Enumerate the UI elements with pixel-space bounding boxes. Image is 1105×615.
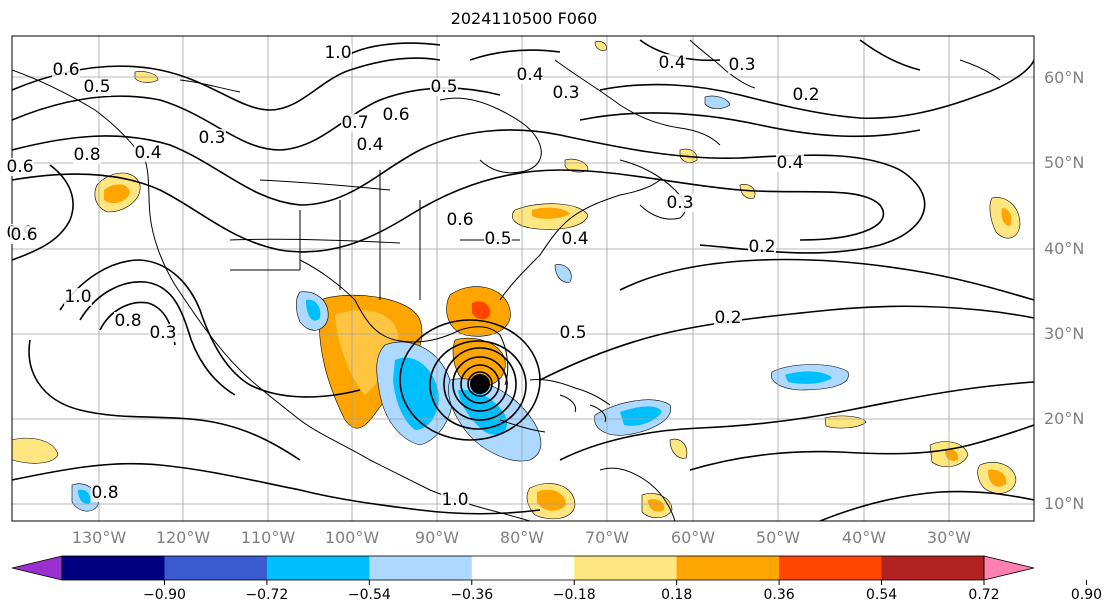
contour-label: 0.8 bbox=[114, 311, 141, 331]
contours bbox=[12, 39, 1034, 521]
lon-label-110w: 110°W bbox=[240, 528, 296, 547]
lon-label-50w: 50°W bbox=[755, 528, 801, 547]
contour-label: 0.3 bbox=[552, 83, 579, 103]
lon-label-60w: 60°W bbox=[670, 528, 716, 547]
contour-label: 0.5 bbox=[559, 323, 586, 343]
contour-label: 0.8 bbox=[91, 483, 118, 503]
contour-label: 0.4 bbox=[516, 65, 543, 85]
contour-label: 0.4 bbox=[134, 143, 161, 163]
contour-label: 0.6 bbox=[382, 105, 409, 125]
colorbar-segment bbox=[676, 556, 780, 580]
contour-label: 0.3 bbox=[728, 55, 755, 75]
colorbar-segment bbox=[164, 556, 268, 580]
colorbar-segment bbox=[62, 556, 165, 580]
lat-label-20n: 20°N bbox=[1044, 409, 1085, 428]
lon-label-90w: 90°W bbox=[414, 528, 460, 547]
map-frame bbox=[11, 35, 1035, 522]
coastlines bbox=[12, 39, 1001, 521]
lon-label-130w: 130°W bbox=[71, 528, 127, 547]
lon-label-120w: 120°W bbox=[155, 528, 211, 547]
colorbar-extend-high bbox=[983, 555, 1035, 581]
figure-title: 2024110500 F060 bbox=[450, 9, 598, 28]
contour-label: 0.3 bbox=[198, 128, 225, 148]
contour-label: 1.0 bbox=[441, 490, 468, 510]
lon-label-40w: 40°W bbox=[841, 528, 887, 547]
colorbar bbox=[11, 555, 1087, 585]
contour-label: 0.5 bbox=[484, 229, 511, 249]
colorbar-tick-label: 0.36 bbox=[763, 587, 795, 603]
colorbar-segment bbox=[881, 556, 985, 580]
contour-label: 0.6 bbox=[10, 225, 37, 245]
contour-label: 0.2 bbox=[748, 237, 775, 257]
contour-label: 0.4 bbox=[356, 135, 383, 155]
lat-label-30n: 30°N bbox=[1044, 324, 1085, 343]
colorbar-tick-label: −0.90 bbox=[142, 587, 186, 603]
contour-label: 1.0 bbox=[324, 43, 351, 63]
lat-label-10n: 10°N bbox=[1044, 494, 1085, 513]
contour-label: 0.2 bbox=[792, 85, 819, 105]
storm-contours bbox=[399, 319, 541, 441]
contour-label: 0.4 bbox=[561, 229, 588, 249]
colorbar-segment bbox=[266, 556, 370, 580]
contour-label: 0.5 bbox=[83, 77, 110, 97]
contour-label: 0.5 bbox=[430, 77, 457, 97]
colorbar-segment bbox=[369, 556, 473, 580]
colorbar-extend-low bbox=[11, 555, 63, 581]
colorbar-segment bbox=[779, 556, 883, 580]
lon-label-100w: 100°W bbox=[324, 528, 380, 547]
contour-labels: 1.00.60.50.30.40.80.60.91.00.80.30.40.60… bbox=[6, 43, 820, 510]
contour-label: 0.7 bbox=[341, 113, 368, 133]
colorbar-tick-label: 0.54 bbox=[865, 587, 898, 603]
contour-label: 0.4 bbox=[658, 53, 685, 73]
contour-label: 1.0 bbox=[64, 287, 91, 307]
lat-label-40n: 40°N bbox=[1044, 239, 1085, 258]
colorbar-tick-label: −0.18 bbox=[552, 587, 596, 603]
contour-label: 0.6 bbox=[52, 60, 79, 80]
contour-label: 0.6 bbox=[446, 210, 473, 230]
lon-label-80w: 80°W bbox=[499, 528, 545, 547]
contour-label: 0.3 bbox=[149, 323, 176, 343]
colorbar-tick-label: −0.36 bbox=[450, 587, 494, 603]
lat-label-50n: 50°N bbox=[1044, 153, 1085, 172]
storm-center-marker bbox=[470, 374, 490, 394]
colorbar-tick-label: 0.18 bbox=[661, 587, 693, 603]
lon-label-70w: 70°W bbox=[584, 528, 630, 547]
colorbar-segment bbox=[574, 556, 678, 580]
colorbar-tick-label: 0.72 bbox=[968, 587, 1000, 603]
colorbar-tick-label: −0.72 bbox=[245, 587, 289, 603]
colorbar-tick-label: 0.90 bbox=[1070, 587, 1103, 603]
contour-label: 0.3 bbox=[666, 193, 693, 213]
contour-label: 0.4 bbox=[776, 153, 803, 173]
lat-label-60n: 60°N bbox=[1044, 68, 1085, 87]
colorbar-segment bbox=[471, 556, 575, 580]
contour-label: 0.2 bbox=[714, 308, 741, 328]
contour-label: 0.8 bbox=[73, 145, 100, 165]
colorbar-tick-label: −0.54 bbox=[347, 587, 391, 603]
contour-label: 0.6 bbox=[6, 157, 33, 177]
lon-label-30w: 30°W bbox=[926, 528, 972, 547]
